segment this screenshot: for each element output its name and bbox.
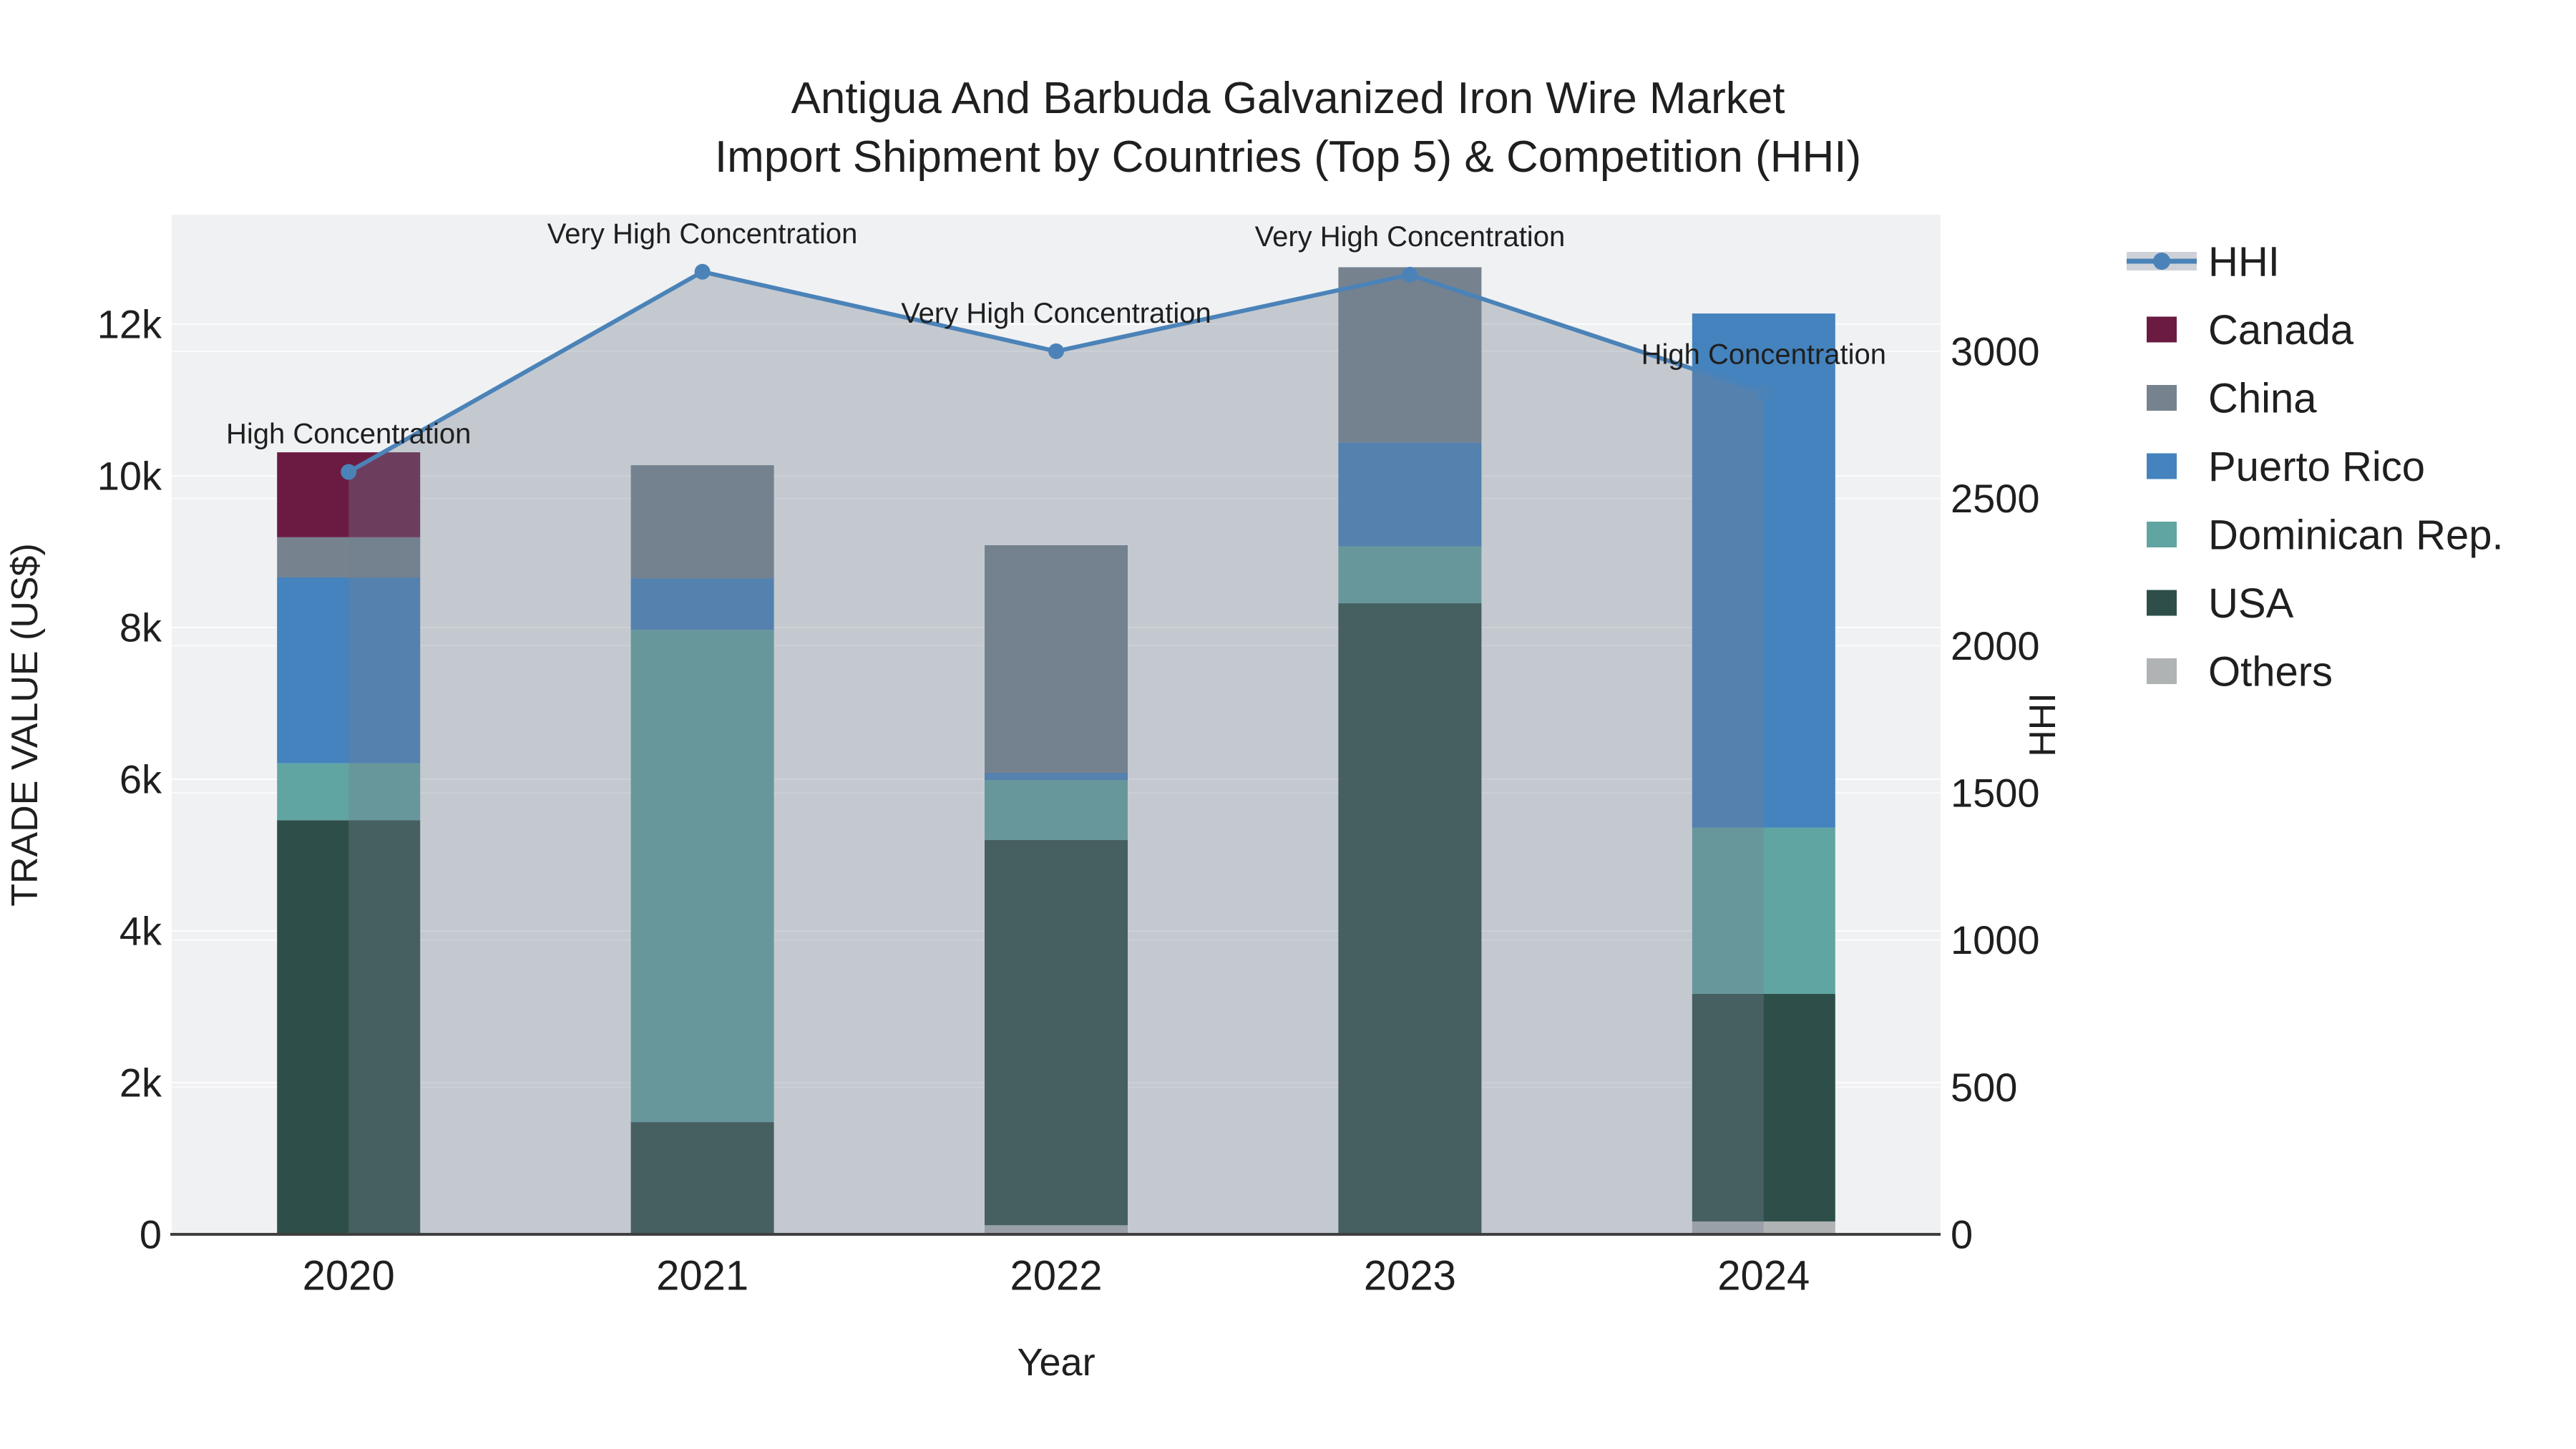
bar-segment-2023-puerto-rico[interactable] bbox=[1338, 442, 1482, 547]
x-tick-2024: 2024 bbox=[1717, 1252, 1810, 1299]
hhi-marker-2023[interactable] bbox=[1402, 266, 1418, 283]
bar-segment-2020-puerto-rico[interactable] bbox=[277, 577, 421, 763]
legend-label-others: Others bbox=[2208, 648, 2333, 695]
legend-label-hhi: HHI bbox=[2208, 238, 2280, 285]
hhi-marker-2020[interactable] bbox=[341, 464, 357, 480]
bar-segment-2022-dominican-rep-[interactable] bbox=[985, 780, 1128, 840]
hhi-axis-title: HHI bbox=[2022, 693, 2064, 757]
chart-title-line1: Antigua And Barbuda Galvanized Iron Wire… bbox=[791, 74, 1785, 123]
left-tick-4k: 4k bbox=[119, 909, 162, 954]
bar-segment-2024-others[interactable] bbox=[1692, 1221, 1835, 1234]
x-tick-2022: 2022 bbox=[1010, 1252, 1102, 1299]
legend-item-hhi[interactable]: HHI bbox=[2127, 238, 2280, 285]
left-tick-8k: 8k bbox=[119, 605, 162, 650]
legend-label-canada: Canada bbox=[2208, 307, 2354, 353]
y-axis-title: TRADE VALUE (US$) bbox=[4, 543, 46, 907]
legend-label-dominican-rep-: Dominican Rep. bbox=[2208, 512, 2504, 558]
legend-item-dominican-rep-[interactable]: Dominican Rep. bbox=[2147, 512, 2504, 558]
left-tick-10k: 10k bbox=[97, 454, 162, 499]
bar-segment-2021-usa[interactable] bbox=[630, 1122, 774, 1234]
right-tick-2000: 2000 bbox=[1951, 623, 2040, 668]
bar-segment-2021-puerto-rico[interactable] bbox=[630, 578, 774, 630]
bar-segment-2022-usa[interactable] bbox=[985, 839, 1128, 1226]
chart-title-line2: Import Shipment by Countries (Top 5) & C… bbox=[715, 132, 1861, 182]
annotation-2023: Very High Concentration bbox=[1255, 221, 1566, 253]
left-tick-2k: 2k bbox=[119, 1060, 162, 1106]
right-tick-500: 500 bbox=[1951, 1065, 2017, 1110]
legend-marker-hhi bbox=[2153, 253, 2170, 270]
legend-item-others[interactable]: Others bbox=[2147, 648, 2333, 695]
x-tick-2020: 2020 bbox=[303, 1252, 395, 1299]
right-tick-2500: 2500 bbox=[1951, 476, 2040, 521]
right-tick-3000: 3000 bbox=[1951, 328, 2040, 374]
hhi-marker-2022[interactable] bbox=[1048, 343, 1064, 359]
bar-segment-2023-china[interactable] bbox=[1338, 267, 1482, 443]
bar-segment-2022-others[interactable] bbox=[985, 1225, 1128, 1234]
left-tick-6k: 6k bbox=[119, 757, 162, 802]
legend-swatch-puerto-rico bbox=[2147, 453, 2177, 479]
x-axis-title: Year bbox=[1017, 1341, 1095, 1384]
annotation-2022: Very High Concentration bbox=[901, 298, 1211, 329]
legend-item-usa[interactable]: USA bbox=[2147, 580, 2294, 627]
hhi-marker-2024[interactable] bbox=[1755, 384, 1772, 401]
hhi-area-fill bbox=[348, 271, 1764, 1234]
bar-segment-2022-puerto-rico[interactable] bbox=[985, 772, 1128, 781]
legend-swatch-others bbox=[2147, 658, 2177, 684]
legend-label-usa: USA bbox=[2208, 580, 2294, 627]
legend-swatch-usa bbox=[2147, 590, 2177, 616]
right-tick-0: 0 bbox=[1951, 1212, 1973, 1257]
annotation-2020: High Concentration bbox=[226, 419, 471, 450]
legend-item-canada[interactable]: Canada bbox=[2147, 307, 2354, 353]
bar-segment-2022-china[interactable] bbox=[985, 545, 1128, 773]
bar-segment-2023-usa[interactable] bbox=[1338, 603, 1482, 1234]
legend-label-china: China bbox=[2208, 375, 2317, 421]
annotation-2021: Very High Concentration bbox=[547, 218, 858, 250]
left-tick-12k: 12k bbox=[97, 302, 162, 347]
legend-swatch-china bbox=[2147, 385, 2177, 411]
annotation-2024: High Concentration bbox=[1641, 338, 1886, 370]
legend-item-china[interactable]: China bbox=[2147, 375, 2317, 421]
x-tick-2021: 2021 bbox=[656, 1252, 748, 1299]
legend-item-puerto-rico[interactable]: Puerto Rico bbox=[2147, 444, 2425, 490]
legend-swatch-dominican-rep- bbox=[2147, 522, 2177, 547]
bar-segment-2020-dominican-rep-[interactable] bbox=[277, 763, 421, 821]
bar-segment-2021-dominican-rep-[interactable] bbox=[630, 630, 774, 1123]
bar-segment-2024-usa[interactable] bbox=[1692, 993, 1835, 1221]
right-tick-1500: 1500 bbox=[1951, 771, 2040, 816]
right-tick-1000: 1000 bbox=[1951, 917, 2040, 962]
left-tick-0: 0 bbox=[140, 1212, 162, 1257]
hhi-marker-2021[interactable] bbox=[694, 263, 711, 280]
bar-segment-2020-usa[interactable] bbox=[277, 820, 421, 1234]
legend-label-puerto-rico: Puerto Rico bbox=[2208, 444, 2425, 490]
bar-segment-2023-dominican-rep-[interactable] bbox=[1338, 546, 1482, 604]
bar-segment-2020-china[interactable] bbox=[277, 537, 421, 578]
bar-segment-2024-dominican-rep-[interactable] bbox=[1692, 827, 1835, 994]
x-tick-2023: 2023 bbox=[1364, 1252, 1456, 1299]
bar-segment-2021-china[interactable] bbox=[630, 465, 774, 579]
legend-swatch-canada bbox=[2147, 316, 2177, 343]
